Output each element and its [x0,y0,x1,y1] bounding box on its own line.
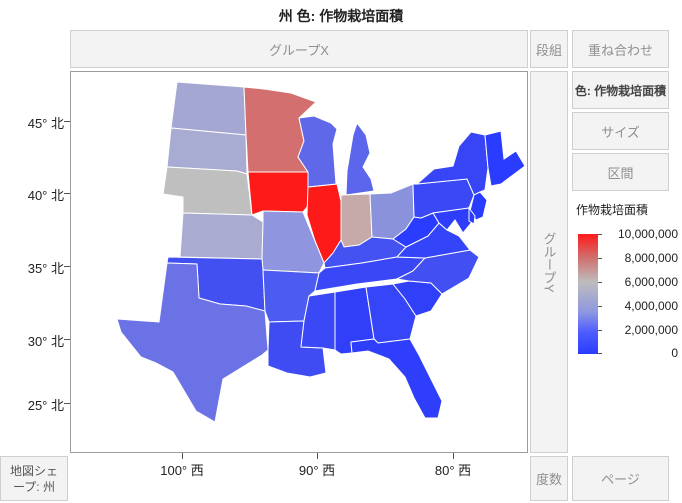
legend-label-6m: 6,000,000 [624,275,678,289]
state-wisconsin[interactable] [297,115,338,188]
x-tick-mark [317,453,318,459]
color-zone[interactable]: 色: 作物栽培面積 [572,71,669,109]
graph-title: 州 色: 作物栽培面積 [278,8,404,24]
state-new-england[interactable] [484,130,526,187]
legend-tick [598,234,602,235]
state-south-dakota[interactable] [166,127,248,175]
group-y-label: グループY [541,231,557,293]
legend-tick [598,306,602,307]
legend-label-8m: 8,000,000 [624,251,678,265]
interval-zone[interactable]: 区間 [572,153,669,191]
legend-title: 作物栽培面積 [576,203,649,217]
state-indiana[interactable] [340,193,373,248]
x-tick-mark [182,453,183,459]
overlay-zone[interactable]: 重ね合わせ [572,30,669,68]
page-zone[interactable]: ページ [572,456,669,501]
legend-tick [598,258,602,259]
wrap-zone[interactable]: 段組 [530,30,568,68]
group-y-zone[interactable]: グループY [530,71,568,453]
freq-zone[interactable]: 度数 [530,456,568,501]
choropleth-map[interactable] [71,72,527,452]
legend-label-2m: 2,000,000 [624,323,678,337]
map-shape-zone[interactable]: 地図シェープ: 州 [0,456,68,501]
map-plot-frame[interactable] [70,71,528,453]
y-tick-40: 40° 北 [27,188,64,203]
state-iowa[interactable] [247,171,316,216]
group-x-label: グループX [269,42,329,58]
y-tick-45: 45° 北 [27,116,64,131]
overlay-label: 重ね合わせ [587,42,653,58]
x-tick-100w: 100° 西 [160,463,204,478]
legend-tick [598,353,602,354]
state-michigan[interactable] [345,121,375,196]
map-shape-label: 地図シェープ: 州 [9,463,58,494]
size-zone[interactable]: サイズ [572,112,669,150]
state-delaware[interactable] [468,206,476,225]
state-north-carolina[interactable] [395,249,480,295]
state-florida[interactable] [350,338,443,419]
legend-label-0: 0 [671,346,678,360]
x-tick-90w: 90° 西 [298,463,336,478]
state-texas[interactable] [116,262,269,423]
state-north-dakota[interactable] [170,81,247,136]
state-nebraska[interactable] [162,166,253,216]
y-tick-mark [64,339,70,340]
group-x-zone[interactable]: グループX [70,30,528,68]
y-tick-mark [64,193,70,194]
y-tick-mark [64,403,70,404]
legend-tick [598,282,602,283]
y-tick-30: 30° 北 [27,334,64,349]
y-tick-35: 35° 北 [27,261,64,276]
legend-color-bar [578,234,598,354]
size-label: サイズ [601,124,640,140]
y-tick-mark [64,266,70,267]
freq-label: 度数 [535,472,562,487]
state-kansas[interactable] [179,212,264,260]
y-tick-25: 25° 北 [27,398,64,413]
page-label: ページ [601,472,640,487]
x-tick-80w: 80° 西 [434,463,472,478]
legend-label-10m: 10,000,000 [617,227,678,241]
legend-tick [598,330,602,331]
x-tick-mark [453,453,454,459]
legend-label-4m: 4,000,000 [624,299,678,313]
interval-label: 区間 [607,165,634,181]
wrap-label: 段組 [535,42,562,58]
color-label: 色: 作物栽培面積 [574,83,667,98]
y-tick-mark [64,121,70,122]
